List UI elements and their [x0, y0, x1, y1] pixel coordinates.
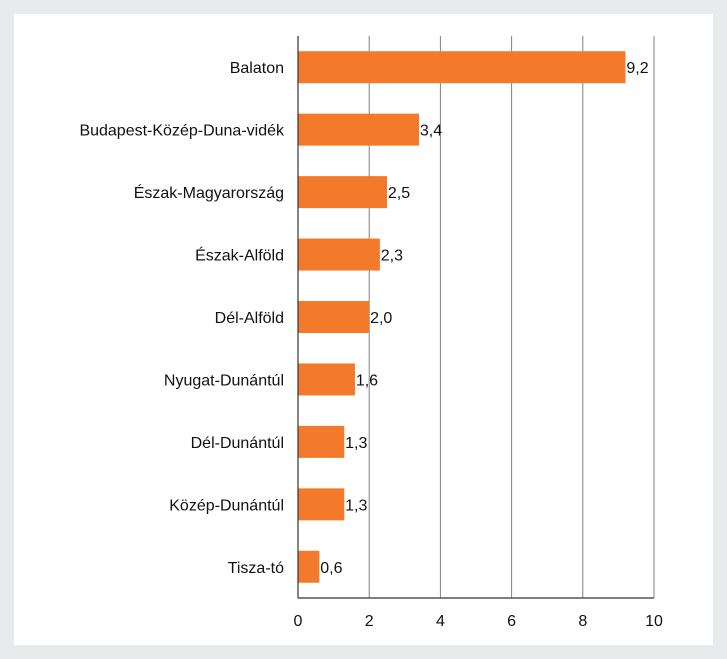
bar-0	[298, 51, 626, 84]
x-tick-label-8: 8	[578, 613, 587, 630]
value-label-7: 1,3	[345, 497, 367, 514]
x-tick-label-2: 2	[365, 613, 374, 630]
category-label-2: Észak-Magyarország	[134, 183, 284, 202]
bar-4	[298, 301, 370, 333]
category-label-6: Dél-Dunántúl	[191, 435, 284, 452]
value-label-1: 3,4	[420, 123, 442, 140]
category-label-1: Budapest-Közép-Duna-vidék	[79, 123, 285, 140]
bar-7	[298, 488, 345, 521]
bar-chart: 9,2 Balaton 3,4 Budapest-Közép-Duna-vidék 2,…	[79, 36, 663, 630]
category-label-8: Tisza-tó	[228, 560, 284, 577]
category-label-0: Balaton	[230, 60, 284, 77]
value-label-5: 1,6	[356, 372, 378, 389]
bar-8	[298, 550, 320, 583]
value-label-4: 2,0	[370, 310, 392, 327]
category-label-7: Közép-Dunántúl	[169, 497, 284, 514]
value-label-3: 2,3	[381, 248, 403, 265]
chart-panel: 9,2 Balaton 3,4 Budapest-Közép-Duna-vidék 2,…	[14, 14, 713, 645]
category-label-4: Dél-Alföld	[215, 310, 284, 327]
x-tick-label-10: 10	[645, 613, 663, 630]
bar-3	[298, 238, 380, 271]
x-tick-label-4: 4	[436, 613, 445, 630]
category-label-3: Észak-Alföld	[195, 246, 284, 265]
bar-5	[298, 363, 355, 396]
value-label-2: 2,5	[388, 185, 410, 202]
category-label-5: Nyugat-Dunántúl	[164, 372, 284, 389]
x-tick-label-6: 6	[507, 613, 516, 630]
value-label-0: 9,2	[626, 60, 648, 77]
bar-1	[298, 113, 420, 146]
bar-2	[298, 176, 387, 209]
value-label-6: 1,3	[345, 435, 367, 452]
value-label-8: 0,6	[320, 560, 342, 577]
x-tick-label-0: 0	[294, 613, 303, 630]
bar-6	[298, 425, 345, 458]
